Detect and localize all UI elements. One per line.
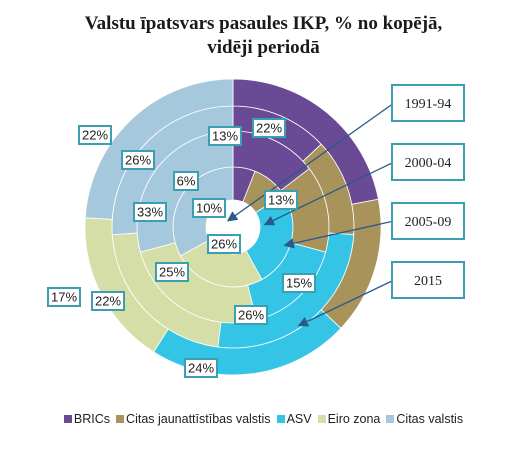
ring-callouts: 1991-94 2000-04 2005-09 2015	[391, 84, 465, 299]
data-labels: 6%10% 26% 25% 33% 26% 13% 13% 15% 26% 22% 22% 22% 17…	[47, 118, 316, 378]
legend-label: Citas jaunattīstības valstis	[126, 412, 271, 426]
data-label: 22%	[252, 118, 286, 138]
callout-leaders	[226, 102, 395, 327]
callout-label: 2000-04	[405, 156, 452, 171]
data-label-text: 22%	[95, 294, 121, 309]
data-label-box	[252, 118, 286, 138]
data-label: 10%	[192, 198, 226, 218]
legend-label: Citas valstis	[396, 412, 464, 426]
data-label-box	[78, 125, 112, 145]
data-label-box	[264, 190, 298, 210]
data-label: 26%	[234, 305, 268, 325]
chart-title: Valstu īpatsvars pasaules IKP, % no kopē…	[0, 12, 527, 60]
legend-item: BRICs	[63, 412, 111, 426]
chart-title-line-1: Valstu īpatsvars pasaules IKP, % no kopē…	[84, 13, 443, 34]
legend-item: Citas jaunattīstības valstis	[116, 412, 271, 426]
leader-line-1991-94	[226, 102, 395, 222]
callout-label: 2015	[414, 274, 442, 289]
legend-label: ASV	[286, 412, 312, 426]
data-label-text: 22%	[256, 121, 282, 136]
chart-segments	[84, 78, 382, 376]
data-label-box	[184, 358, 218, 378]
data-label: 22%	[91, 291, 125, 311]
callout-2005-09: 2005-09	[391, 202, 465, 240]
data-label-box	[121, 150, 155, 170]
data-label: 6%	[173, 171, 199, 191]
callout-2015: 2015	[391, 261, 465, 299]
legend-item: ASV	[276, 412, 312, 426]
data-label-text: 13%	[212, 129, 238, 144]
data-label: 17%	[47, 287, 81, 307]
data-label-text: 10%	[196, 201, 222, 216]
data-label-box	[173, 171, 199, 191]
leader-line-2000-04	[263, 161, 395, 226]
data-label: 13%	[264, 190, 298, 210]
legend-swatch	[63, 415, 72, 423]
data-label: 33%	[133, 202, 167, 222]
callout-label: 1991-94	[405, 97, 452, 112]
data-label-text: 24%	[188, 361, 214, 376]
data-label-box	[282, 273, 316, 293]
data-label-box	[47, 287, 81, 307]
callout-box	[391, 261, 465, 299]
legend-label: BRICs	[73, 412, 111, 426]
data-label: 25%	[155, 262, 189, 282]
data-label-text: 26%	[238, 308, 264, 323]
data-label-box	[207, 234, 241, 254]
data-label: 24%	[184, 358, 218, 378]
legend-swatch	[116, 415, 125, 423]
legend-swatch	[386, 415, 395, 423]
legend-label: Eiro zona	[327, 412, 381, 426]
data-label-text: 15%	[286, 276, 312, 291]
data-label-text: 13%	[268, 193, 294, 208]
callout-1991-94: 1991-94	[391, 84, 465, 122]
data-label-text: 26%	[125, 153, 151, 168]
data-label-text: 26%	[211, 237, 237, 252]
chart-legend: BRICs Citas jaunattīstības valstis ASV Eiro…	[0, 412, 527, 426]
data-label: 13%	[208, 126, 242, 146]
data-label-box	[155, 262, 189, 282]
callout-box	[391, 202, 465, 240]
callout-box	[391, 84, 465, 122]
callout-label: 2005-09	[405, 215, 452, 230]
data-label-box	[208, 126, 242, 146]
leader-line-2015	[297, 279, 395, 327]
data-label: 26%	[207, 234, 241, 254]
data-label-box	[234, 305, 268, 325]
data-label-box	[133, 202, 167, 222]
data-label-text: 6%	[177, 174, 196, 189]
legend-item: Citas valstis	[386, 412, 463, 426]
data-label: 26%	[121, 150, 155, 170]
chart-title-line-2: vidēji periodā	[207, 37, 320, 58]
data-label: 15%	[282, 273, 316, 293]
data-label-box	[192, 198, 226, 218]
data-label-box	[91, 291, 125, 311]
data-label-text: 17%	[51, 290, 77, 305]
legend-swatch	[276, 415, 285, 423]
leader-line-2005-09	[283, 220, 395, 249]
callout-box	[391, 143, 465, 181]
callout-2000-04: 2000-04	[391, 143, 465, 181]
data-label: 22%	[78, 125, 112, 145]
data-label-text: 25%	[159, 265, 185, 280]
legend-swatch	[317, 415, 326, 423]
legend-item: Eiro zona	[317, 412, 381, 426]
data-label-text: 22%	[82, 128, 108, 143]
data-label-text: 33%	[137, 205, 163, 220]
